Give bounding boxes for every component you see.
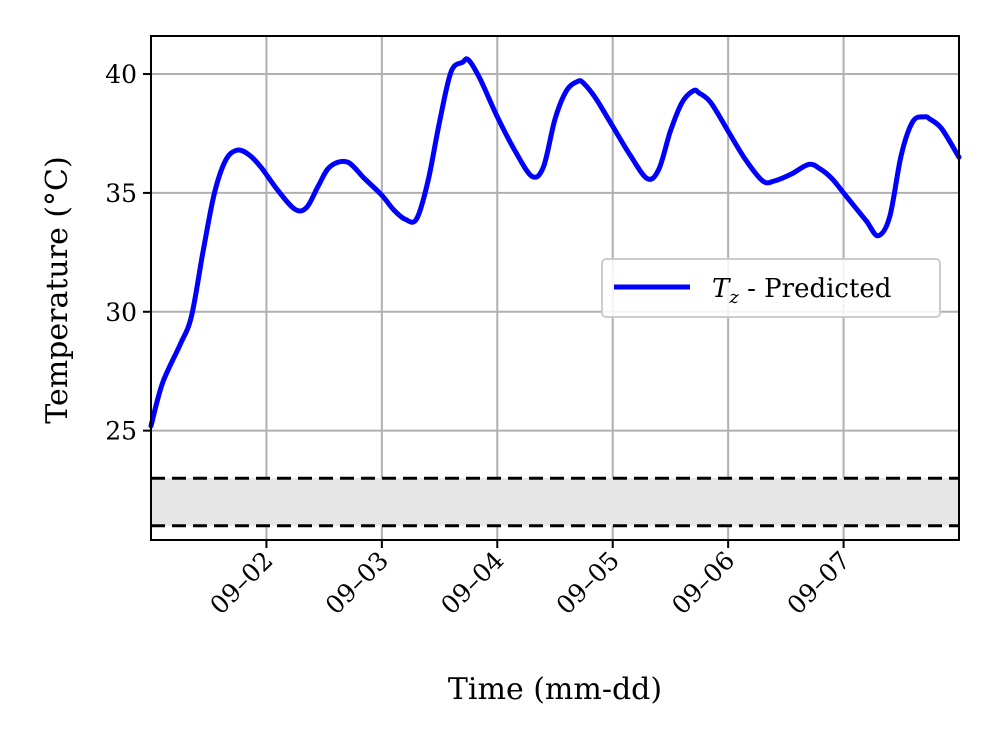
legend-label-symbol: T xyxy=(712,274,731,304)
x-tick-label-5: 09–07 xyxy=(781,546,855,620)
x-tick-label-1: 09–03 xyxy=(320,546,394,620)
legend-box xyxy=(601,258,941,318)
x-tick-label-2: 09–04 xyxy=(435,546,509,620)
x-axis-ticks: 09–02 09–03 09–04 09–05 09–06 09–07 xyxy=(204,540,856,620)
y-axis-ticks: 25 30 35 40 xyxy=(105,60,151,446)
comfort-band xyxy=(151,478,959,526)
plot-frame xyxy=(150,35,960,541)
y-tick-label-25: 25 xyxy=(105,417,137,446)
x-tick-label-4: 09–06 xyxy=(666,546,740,620)
legend-label: Tz - Predicted xyxy=(712,274,891,308)
x-axis-label: Time (mm-dd) xyxy=(448,672,662,707)
x-tick-label-3: 09–05 xyxy=(551,546,625,620)
legend-label-suffix: - Predicted xyxy=(739,274,892,304)
x-tick-label-0: 09–02 xyxy=(204,546,278,620)
y-tick-label-30: 30 xyxy=(105,298,137,327)
legend: Tz - Predicted xyxy=(601,258,941,318)
y-tick-label-40: 40 xyxy=(105,60,137,89)
series-line-tz-predicted xyxy=(148,56,962,429)
y-tick-label-35: 35 xyxy=(105,179,137,208)
y-axis-label: Temperature (°C) xyxy=(40,156,75,423)
legend-label-subscript: z xyxy=(728,287,739,308)
